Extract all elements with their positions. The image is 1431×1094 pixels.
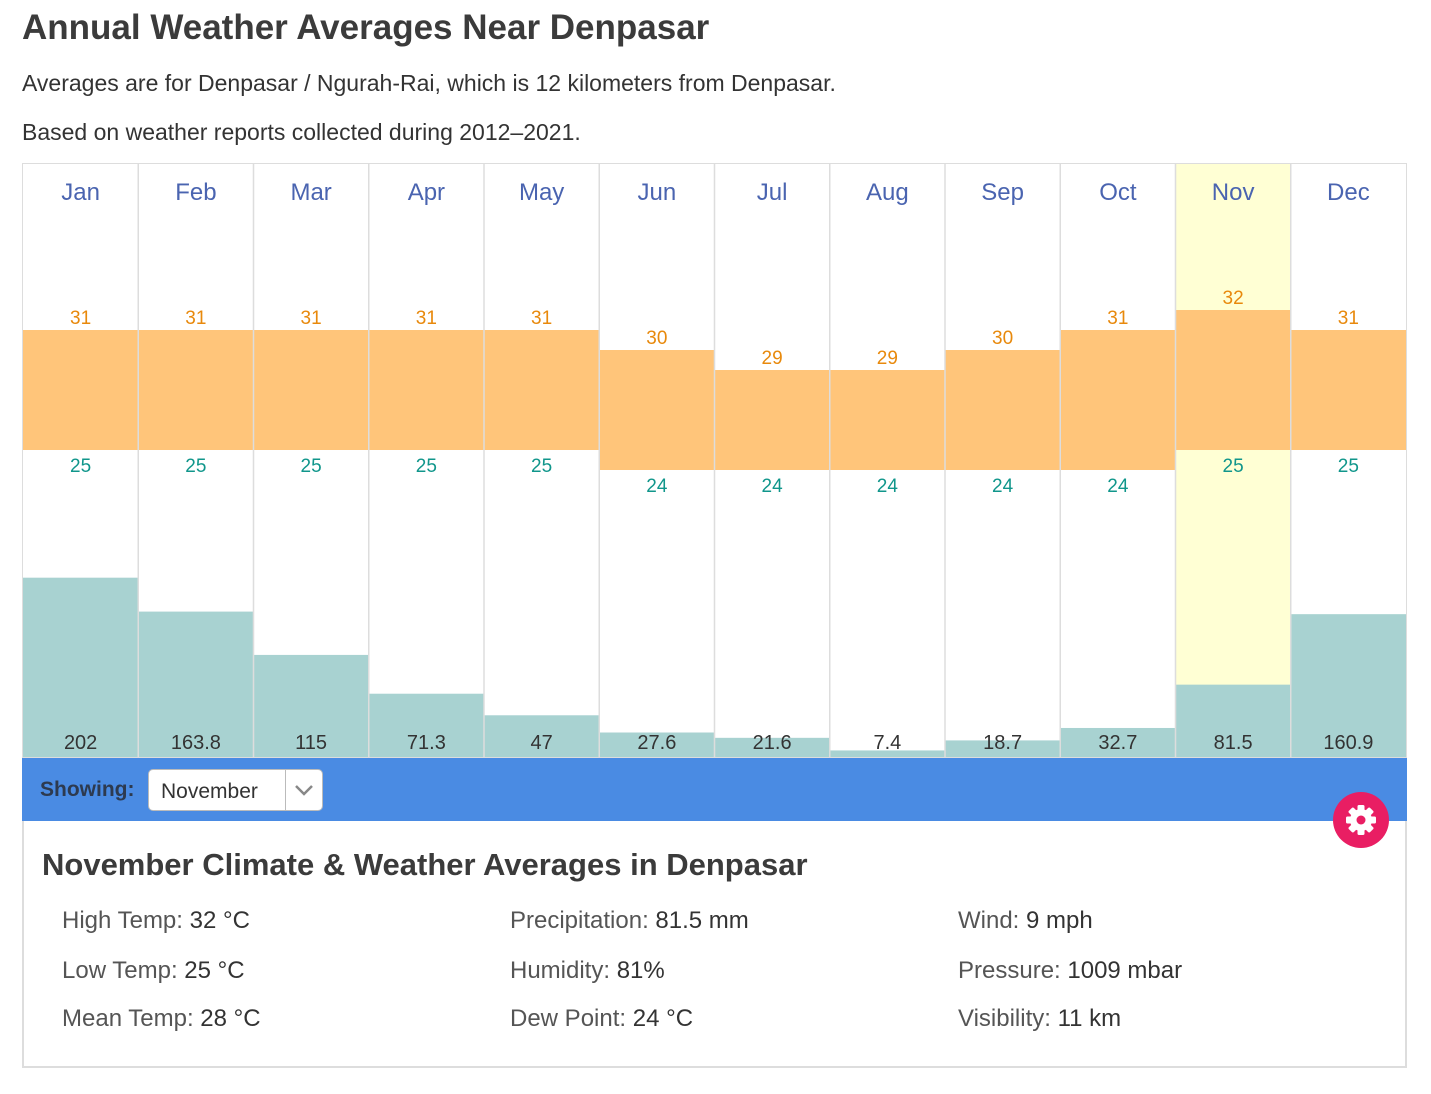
chart-svg: Jan 31 25 202 Feb 31 25 163.8 Mar 31 25 115 Apr 31 25 7… [23, 164, 1406, 757]
showing-label: Showing: [40, 778, 135, 801]
high-temp-label: 31 [416, 308, 437, 329]
high-temp-label: 29 [877, 348, 898, 369]
precip-bar [368, 693, 484, 757]
chevron-down-icon[interactable] [285, 770, 323, 810]
period-note: Based on weather reports collected durin… [22, 119, 581, 145]
stat-low-temp: Low Temp: 25 °C [62, 957, 245, 984]
precip-bar [945, 740, 1061, 757]
month-label: Jun [638, 179, 677, 206]
low-temp-label: 25 [185, 456, 206, 477]
precip-bar [599, 732, 715, 757]
select-divider [285, 770, 286, 810]
precip-bar [1060, 727, 1176, 757]
low-temp-label: 24 [992, 476, 1014, 497]
month-label: Nov [1212, 179, 1255, 206]
precip-value-label: 115 [295, 732, 327, 754]
temp-range-bar [484, 330, 600, 450]
precip-value-label: 21.6 [753, 732, 792, 754]
precip-value-label: 7.4 [873, 732, 901, 754]
precip-bar [829, 750, 945, 757]
precip-value-label: 71.3 [407, 732, 446, 754]
precip-value-label: 81.5 [1214, 732, 1253, 754]
month-details-panel: November Climate & Weather Averages in D… [22, 821, 1407, 1068]
stat-mean-temp: Mean Temp: 28 °C [62, 1005, 261, 1032]
month-select[interactable]: November [148, 769, 323, 811]
precip-bar [1175, 684, 1291, 757]
annual-weather-chart: Jan 31 25 202 Feb 31 25 163.8 Mar 31 25 115 Apr 31 25 7… [22, 163, 1407, 758]
stat-precipitation: Precipitation: 81.5 mm [510, 907, 749, 934]
precip-bar [138, 611, 254, 757]
high-temp-label: 31 [1107, 308, 1128, 329]
details-heading: November Climate & Weather Averages in D… [42, 847, 808, 882]
precip-value-label: 27.6 [637, 732, 676, 754]
month-label: Oct [1099, 179, 1137, 206]
high-temp-label: 31 [70, 308, 91, 329]
precip-value-label: 160.9 [1323, 732, 1373, 754]
precip-value-label: 32.7 [1098, 732, 1137, 754]
stat-high-temp: High Temp: 32 °C [62, 907, 250, 934]
gear-icon[interactable] [1333, 792, 1389, 848]
temp-range-bar [829, 370, 945, 470]
month-label: Apr [408, 179, 445, 206]
temp-range-bar [23, 330, 139, 450]
low-temp-label: 24 [762, 476, 784, 497]
month-label: Mar [290, 179, 331, 206]
temp-range-bar [714, 370, 830, 470]
precip-bar [714, 737, 830, 757]
month-label: Jan [61, 179, 100, 206]
stat-visibility: Visibility: 11 km [958, 1005, 1122, 1032]
high-temp-label: 31 [1338, 308, 1359, 329]
low-temp-label: 25 [1223, 456, 1244, 477]
high-temp-label: 31 [531, 308, 552, 329]
stat-humidity: Humidity: 81% [510, 957, 665, 984]
temp-range-bar [1175, 310, 1291, 450]
precip-value-label: 47 [531, 732, 553, 754]
temp-range-bar [1290, 330, 1406, 450]
high-temp-label: 31 [185, 308, 206, 329]
high-temp-label: 32 [1223, 288, 1244, 309]
low-temp-label: 25 [301, 456, 322, 477]
stat-wind: Wind: 9 mph [958, 907, 1093, 934]
high-temp-label: 29 [762, 348, 783, 369]
station-note: Averages are for Denpasar / Ngurah-Rai, … [22, 70, 836, 96]
temp-range-bar [138, 330, 254, 450]
month-label: May [519, 179, 564, 206]
temp-range-bar [253, 330, 369, 450]
temp-range-bar [368, 330, 484, 450]
month-label: Jul [757, 179, 788, 206]
temp-range-bar [1060, 330, 1176, 470]
month-label: Sep [981, 179, 1024, 206]
precip-value-label: 163.8 [171, 732, 221, 754]
month-label: Feb [175, 179, 216, 206]
highlight-column-nov [1175, 164, 1291, 757]
high-temp-label: 30 [992, 328, 1013, 349]
low-temp-label: 25 [70, 456, 91, 477]
precip-bar [1290, 614, 1406, 757]
low-temp-label: 24 [877, 476, 899, 497]
month-label: Dec [1327, 179, 1370, 206]
month-select-value: November [161, 780, 258, 803]
month-label: Aug [866, 179, 909, 206]
low-temp-label: 25 [416, 456, 437, 477]
low-temp-label: 25 [1338, 456, 1359, 477]
page-title: Annual Weather Averages Near Denpasar [22, 8, 710, 47]
temp-range-bar [599, 350, 715, 470]
precip-bar [484, 715, 600, 757]
precip-value-label: 18.7 [983, 732, 1022, 754]
high-temp-label: 31 [301, 308, 322, 329]
stat-dew-point: Dew Point: 24 °C [510, 1005, 694, 1032]
temp-range-bar [945, 350, 1061, 470]
precip-value-label: 202 [64, 732, 97, 754]
precip-bar [253, 654, 369, 757]
low-temp-label: 24 [1107, 476, 1129, 497]
stat-pressure: Pressure: 1009 mbar [958, 957, 1183, 984]
month-selector-bar: Showing: November [22, 758, 1407, 821]
high-temp-label: 30 [646, 328, 667, 349]
low-temp-label: 25 [531, 456, 552, 477]
precip-bar [23, 577, 139, 757]
low-temp-label: 24 [646, 476, 668, 497]
